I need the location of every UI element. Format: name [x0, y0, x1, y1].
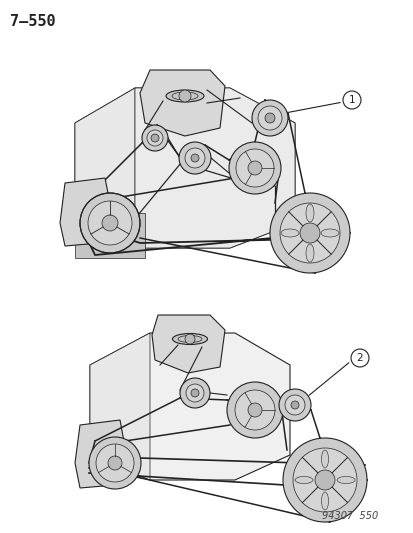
Circle shape [235, 149, 273, 187]
Circle shape [247, 161, 261, 175]
Circle shape [178, 90, 190, 102]
Circle shape [89, 437, 141, 489]
Text: 7–550: 7–550 [10, 14, 55, 29]
Circle shape [292, 448, 356, 512]
Circle shape [151, 134, 159, 142]
Ellipse shape [305, 244, 313, 262]
Polygon shape [75, 88, 135, 248]
Circle shape [278, 389, 310, 421]
Polygon shape [75, 420, 125, 488]
Circle shape [108, 456, 122, 470]
Circle shape [264, 113, 274, 123]
Circle shape [180, 378, 209, 408]
Polygon shape [75, 213, 145, 258]
Circle shape [185, 384, 204, 402]
Polygon shape [90, 333, 289, 480]
Circle shape [190, 154, 199, 162]
Circle shape [342, 91, 360, 109]
Circle shape [88, 201, 132, 245]
Text: 2: 2 [356, 353, 363, 363]
Circle shape [247, 403, 261, 417]
Circle shape [269, 193, 349, 273]
Circle shape [185, 334, 195, 344]
Ellipse shape [336, 477, 354, 483]
Polygon shape [90, 333, 150, 480]
Circle shape [314, 470, 334, 490]
Circle shape [226, 382, 282, 438]
Circle shape [80, 193, 140, 253]
Ellipse shape [321, 450, 328, 468]
Text: 1: 1 [348, 95, 354, 105]
Ellipse shape [280, 229, 298, 237]
Circle shape [178, 142, 211, 174]
Circle shape [299, 223, 319, 243]
Polygon shape [75, 88, 294, 248]
Circle shape [252, 100, 287, 136]
Ellipse shape [294, 477, 312, 483]
Circle shape [350, 349, 368, 367]
Ellipse shape [305, 204, 313, 222]
Circle shape [228, 142, 280, 194]
Ellipse shape [321, 492, 328, 510]
Ellipse shape [166, 90, 204, 102]
Polygon shape [152, 315, 224, 373]
Circle shape [190, 389, 199, 397]
Polygon shape [135, 88, 294, 248]
Ellipse shape [320, 229, 338, 237]
Text: 94307  550: 94307 550 [321, 511, 377, 521]
Circle shape [96, 444, 134, 482]
Circle shape [257, 106, 281, 130]
Polygon shape [140, 70, 224, 136]
Circle shape [279, 203, 339, 263]
Circle shape [282, 438, 366, 522]
Circle shape [235, 390, 274, 430]
Circle shape [185, 148, 204, 168]
Circle shape [284, 395, 304, 415]
Circle shape [142, 125, 168, 151]
Circle shape [290, 401, 298, 409]
Polygon shape [60, 178, 110, 246]
Ellipse shape [172, 334, 207, 344]
Circle shape [102, 215, 118, 231]
Circle shape [147, 130, 163, 146]
